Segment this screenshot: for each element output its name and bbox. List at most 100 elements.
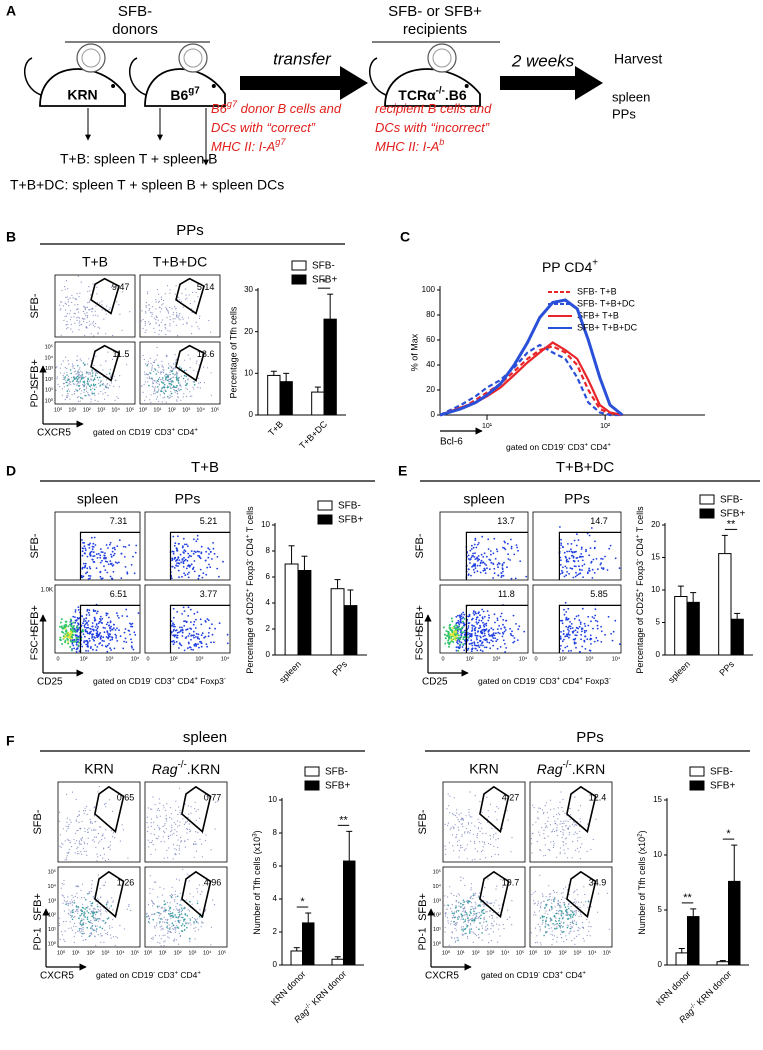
row-label: SFB-: [417, 809, 429, 834]
event: [95, 649, 98, 652]
event: [76, 378, 79, 381]
event: [89, 290, 91, 292]
event: [78, 378, 80, 380]
event: [144, 322, 146, 324]
event: [575, 911, 577, 913]
event: [155, 308, 157, 310]
event: [582, 555, 584, 558]
event: [580, 553, 583, 555]
event: [478, 928, 480, 930]
event: [63, 921, 65, 923]
event: [94, 544, 97, 546]
event: [571, 551, 574, 554]
event: [467, 632, 469, 634]
event: [71, 365, 73, 367]
event: [210, 926, 212, 928]
event: [88, 286, 90, 288]
event: [156, 382, 158, 384]
event: [474, 848, 476, 850]
event: [582, 922, 584, 924]
event: [446, 808, 448, 810]
y-tick-label: 15: [653, 795, 662, 804]
event: [82, 939, 84, 941]
event: [77, 930, 79, 932]
event: [63, 372, 65, 374]
event: [62, 383, 64, 385]
event: [170, 914, 173, 917]
event: [555, 923, 557, 925]
event: [99, 826, 101, 828]
event: [447, 633, 450, 636]
event: [480, 901, 482, 903]
event: [91, 922, 93, 924]
event: [205, 908, 207, 910]
event: [63, 378, 66, 380]
event: [166, 919, 168, 922]
event: [97, 874, 99, 876]
legend-label: SFB+: [710, 781, 735, 792]
event: [565, 567, 568, 569]
event: [216, 800, 219, 802]
event: [580, 628, 583, 630]
event: [112, 836, 114, 838]
event: [93, 616, 96, 619]
event: [496, 819, 498, 821]
event: [453, 636, 456, 638]
event: [195, 632, 198, 635]
event: [453, 828, 455, 830]
event: [562, 630, 565, 632]
event: [538, 910, 541, 912]
event: [173, 928, 175, 930]
row-label: SFB-: [29, 533, 41, 558]
event: [172, 858, 174, 860]
event: [568, 914, 570, 916]
event: [479, 564, 481, 567]
event: [161, 401, 163, 403]
event: [472, 894, 475, 897]
event: [187, 909, 189, 911]
event: [571, 926, 574, 928]
event: [507, 553, 509, 556]
event: [70, 927, 72, 929]
event: [447, 904, 449, 906]
event: [470, 639, 473, 642]
event: [185, 298, 187, 300]
events: [530, 791, 597, 860]
event: [103, 640, 105, 642]
event: [98, 899, 100, 901]
event: [165, 376, 167, 378]
flow-tick-label: 10²: [174, 950, 182, 956]
event: [79, 828, 81, 830]
event: [73, 838, 75, 840]
event: [559, 823, 561, 825]
event: [570, 930, 572, 932]
event: [148, 917, 150, 919]
event: [92, 638, 95, 641]
event: [554, 830, 556, 833]
event: [482, 908, 485, 911]
event: [569, 914, 571, 916]
event: [569, 915, 572, 918]
legend-swatch: [291, 274, 307, 285]
event: [157, 911, 160, 914]
event: [489, 843, 492, 846]
event: [87, 382, 89, 385]
event: [474, 564, 476, 566]
event: [209, 566, 212, 569]
event: [167, 930, 169, 932]
event: [156, 316, 158, 318]
event: [97, 934, 99, 936]
event: [545, 924, 547, 926]
event: [579, 830, 581, 832]
event: [209, 551, 212, 553]
event: [95, 323, 97, 325]
event: [544, 837, 546, 839]
event: [162, 382, 164, 385]
event: [105, 544, 108, 546]
event: [494, 811, 496, 813]
event: [55, 389, 57, 391]
flow-tick-label: 0: [441, 656, 444, 662]
big-arrow: [500, 66, 603, 100]
flow-tick-label: 10⁴: [45, 354, 54, 361]
y-tick-label: 10: [244, 368, 253, 377]
